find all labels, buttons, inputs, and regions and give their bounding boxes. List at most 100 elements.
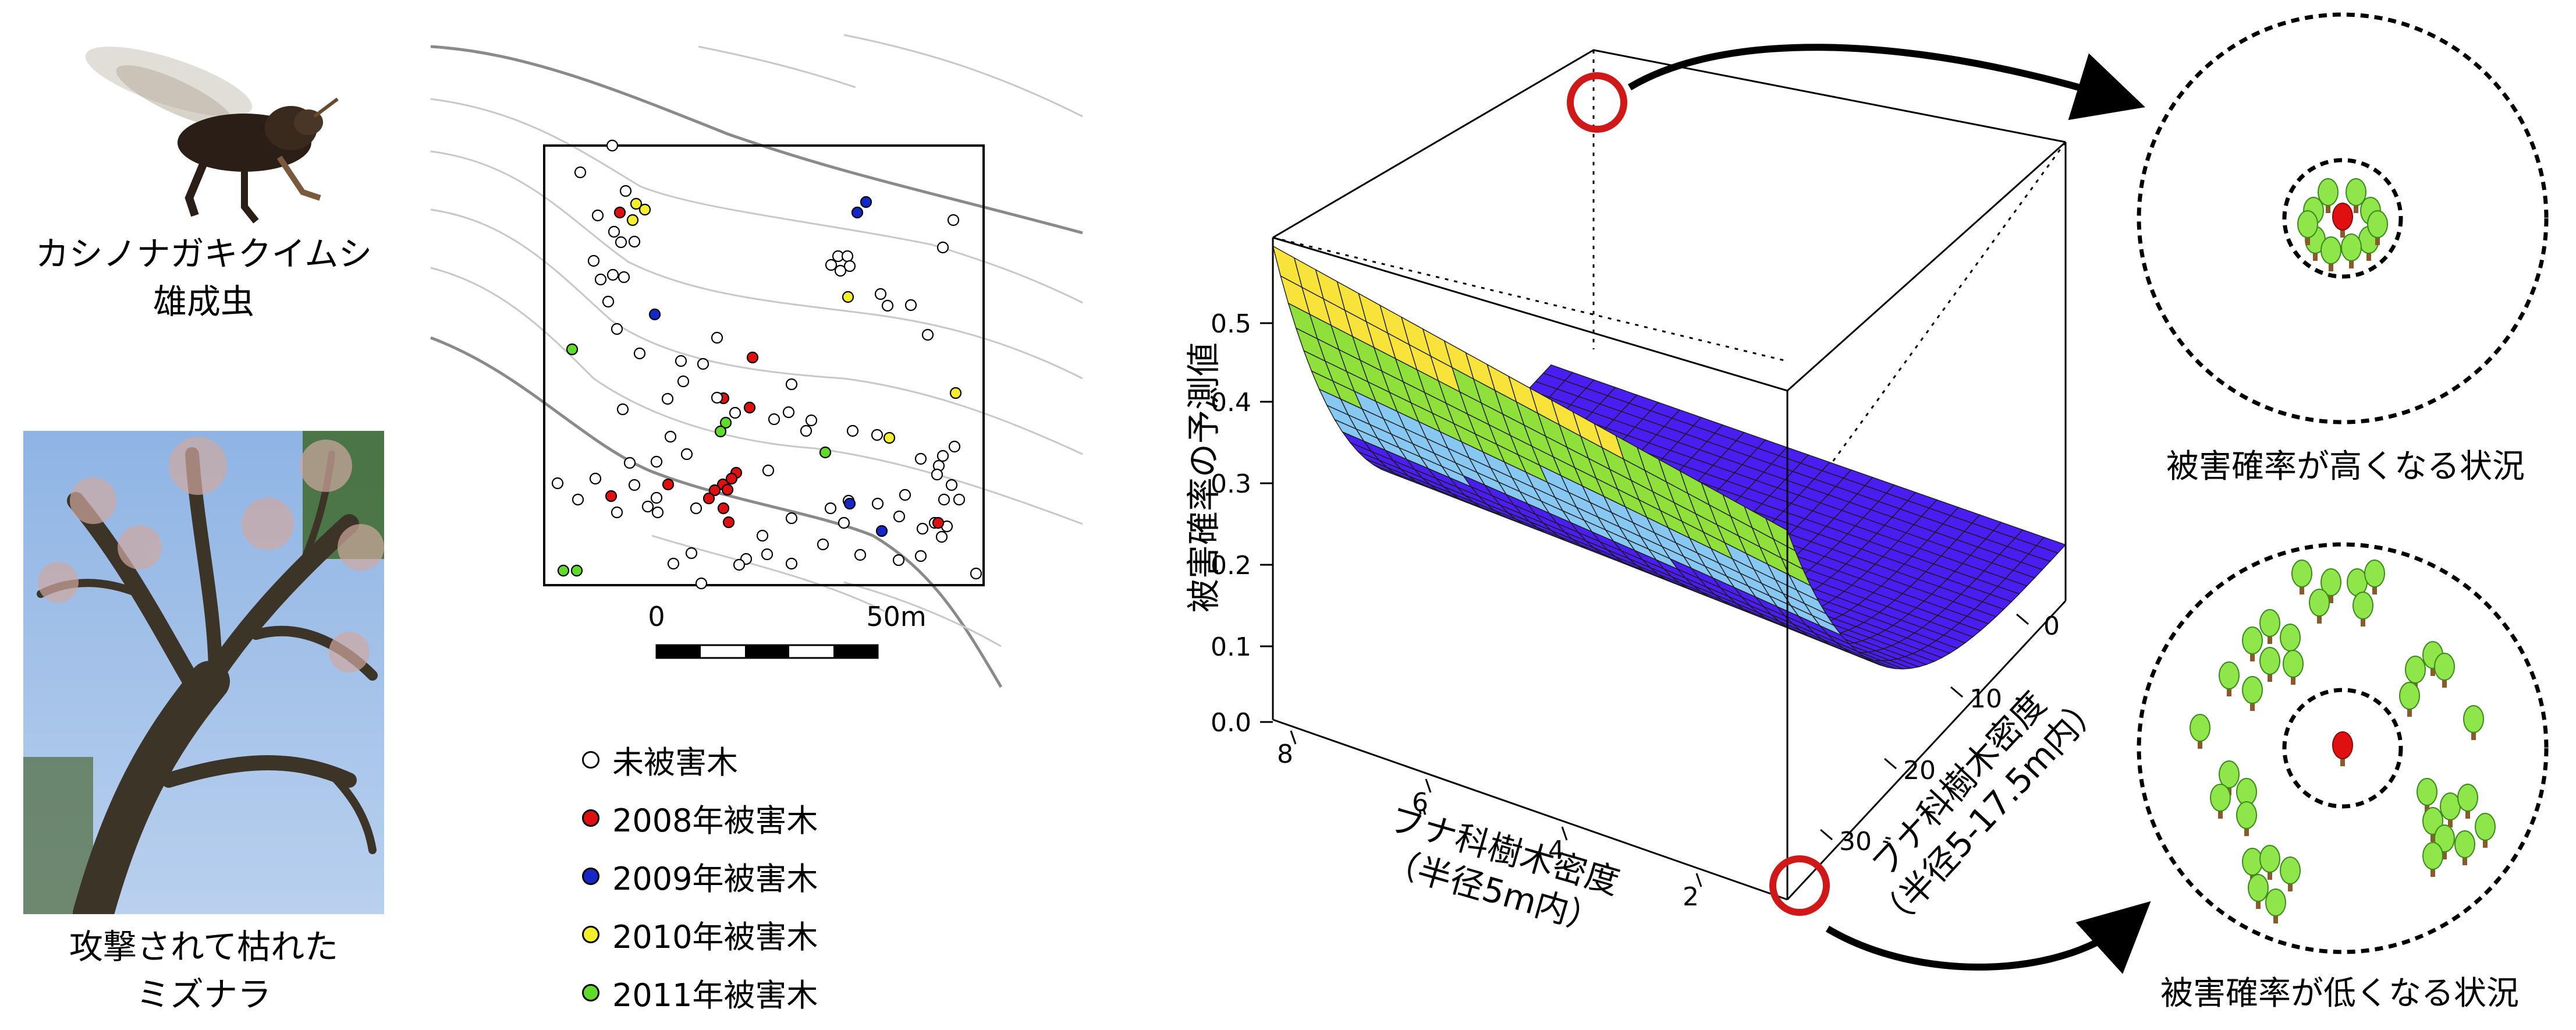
legend-swatch (582, 983, 599, 1001)
target-tree-icon (2332, 203, 2353, 238)
tree-point (893, 510, 906, 523)
tree-point (589, 472, 602, 485)
tree-point (936, 449, 949, 462)
tree-point (834, 264, 847, 277)
tree-point (914, 452, 927, 465)
legend-item-2010: 2010年被害木 (582, 911, 818, 957)
legend-item-2011: 2011年被害木 (582, 969, 818, 1015)
x-tick (1425, 778, 1432, 793)
tree-point (871, 497, 884, 510)
tree-point (936, 241, 949, 254)
scenario-high-label: 被害確率が高くなる状況 (2166, 448, 2525, 486)
z-tick-label: 0.1 (1211, 632, 1251, 662)
tree-point (591, 209, 604, 222)
tree-point (661, 392, 674, 405)
tree-caption-line2: ミズナラ (136, 975, 271, 1014)
tree-point (615, 236, 627, 249)
tree-icon (2417, 778, 2437, 813)
tree-icon (2259, 609, 2280, 644)
tree-icon (2399, 682, 2420, 717)
tree-point (650, 491, 663, 504)
tree-point (938, 493, 950, 506)
tree-icon (2475, 813, 2496, 848)
tree-icon (2291, 560, 2312, 594)
tree-icon (2434, 824, 2455, 859)
tree-point (680, 448, 693, 461)
tree-point (623, 456, 636, 469)
x-tick-label: 8 (1277, 739, 1293, 769)
beetle-photo (70, 41, 361, 233)
tree-point (953, 493, 966, 506)
tree-point (843, 497, 856, 510)
surface-box-front (1272, 141, 2067, 901)
inner-radius-circle (2282, 688, 2403, 809)
z-tick-label: 0.3 (1211, 469, 1251, 499)
tree-icon (2367, 210, 2388, 245)
legend-item-undamaged: 未被害木 (582, 737, 738, 783)
tree-icon (2280, 856, 2301, 891)
tree-point (690, 502, 702, 515)
tree-point (572, 493, 584, 506)
tree-icon (2259, 845, 2280, 880)
tree-point (904, 299, 917, 312)
tree-point (842, 291, 854, 303)
tree-point (662, 478, 675, 491)
tree-point (721, 483, 734, 496)
high-risk-arrow (1627, 44, 2145, 121)
x-axis: 8 6 4 2 (1277, 730, 1702, 912)
tree-point (817, 538, 829, 551)
z-axis: 0.0 0.1 0.2 0.3 0.4 0.5 (1211, 309, 1273, 738)
tree-icon (2309, 589, 2330, 624)
scenario-high-risk (2137, 12, 2549, 424)
tree-point (628, 479, 641, 491)
tree-point (846, 424, 859, 437)
tree-point (947, 214, 960, 226)
beetle-caption: カシノナガキクイムシ 雄成虫 (0, 230, 407, 325)
low-risk-marker (1769, 855, 1830, 916)
scenario-low-risk (2137, 542, 2549, 954)
tree-points (551, 139, 982, 590)
tree-point (841, 250, 854, 263)
tree-point (650, 455, 663, 468)
y-axis: 0 10 20 30 (1820, 611, 2060, 856)
contour-lines (430, 34, 1083, 688)
tree-point (675, 355, 687, 367)
tree-point (733, 558, 746, 571)
tree-point (860, 196, 872, 208)
x-tick-label: 2 (1683, 882, 1699, 912)
tree-point (916, 522, 929, 535)
x-tick-label: 4 (1548, 836, 1564, 865)
plot-boundary (543, 144, 985, 586)
tree-point (594, 273, 607, 286)
tree-point (824, 502, 837, 515)
tree-icon (2320, 236, 2341, 271)
tree-icon (2434, 653, 2455, 688)
tree-point (761, 548, 773, 561)
surface-mesh (1272, 245, 2067, 670)
scale-end-label: 50m (866, 601, 926, 632)
x-axis-title: ブナ科樹木密度 （半径5m内） (1381, 799, 1624, 940)
legend-item-2009: 2009年被害木 (582, 853, 818, 899)
high-risk-marker (1567, 72, 1627, 133)
tree-icon (2265, 889, 2286, 923)
tree-point (618, 271, 630, 284)
tree-point (551, 477, 564, 490)
tree-point (785, 378, 798, 391)
tree-point (587, 254, 600, 267)
tree-icon (2463, 705, 2484, 740)
tree-point (948, 440, 961, 453)
tree-icon (2353, 592, 2373, 627)
surface-box-back (1272, 49, 2067, 501)
dead-tree-photo (23, 431, 384, 914)
y-tick (2016, 613, 2029, 625)
tree-point (722, 516, 735, 529)
tree-point (605, 490, 618, 502)
inner-radius-circle (2282, 158, 2403, 279)
x-tick (1290, 730, 1297, 745)
tree-point (854, 548, 867, 561)
tree-point (667, 557, 680, 570)
tree-point (574, 166, 587, 179)
legend-label: 2011年被害木 (612, 977, 818, 1014)
tree-point (805, 414, 818, 427)
